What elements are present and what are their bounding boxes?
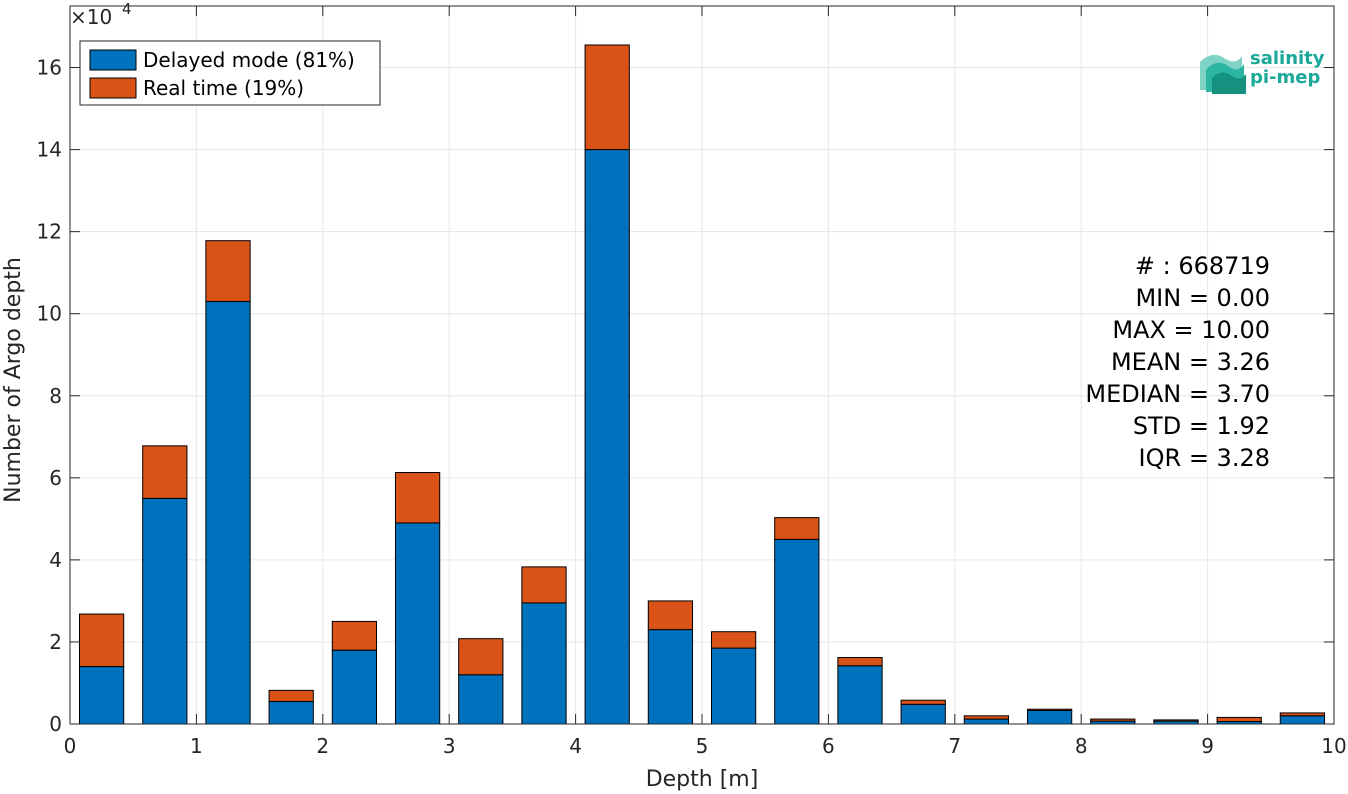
bar-real-time xyxy=(78,613,125,668)
y-exponent-base: ×10 xyxy=(70,5,112,29)
y-tick-label: 14 xyxy=(37,138,62,162)
stats-box: # : 668719 MIN = 0.00 MAX = 10.00 MEAN =… xyxy=(1085,252,1270,472)
y-axis-label: Number of Argo depth xyxy=(1,257,26,503)
x-tick-label: 8 xyxy=(1075,734,1088,758)
bar-real-time xyxy=(710,631,757,649)
stat-std: STD = 1.92 xyxy=(1133,412,1270,440)
x-tick-label: 6 xyxy=(822,734,835,758)
bar-delayed-mode xyxy=(394,522,441,725)
legend-label-realtime: Real time (19%) xyxy=(143,76,304,100)
x-tick-label: 5 xyxy=(696,734,709,758)
y-tick-label: 12 xyxy=(37,220,62,244)
salinity-pimep-logo: salinity pi-mep xyxy=(1200,48,1325,94)
bar-real-time xyxy=(394,471,441,524)
stat-min: MIN = 0.00 xyxy=(1135,284,1270,312)
y-tick-label: 2 xyxy=(49,630,62,654)
bar-real-time xyxy=(521,566,567,604)
stat-max: MAX = 10.00 xyxy=(1112,316,1270,344)
bar-real-time xyxy=(1090,718,1136,722)
bar-real-time xyxy=(774,517,820,540)
x-tick-label: 10 xyxy=(1321,734,1346,758)
x-axis-label: Depth [m] xyxy=(646,767,759,792)
bar-delayed-mode xyxy=(142,497,188,725)
stat-median: MEDIAN = 3.70 xyxy=(1085,380,1270,408)
y-ticks: 0 2 4 6 8 10 12 14 16 xyxy=(37,56,1334,736)
logo-text-pimep: pi-mep xyxy=(1250,67,1320,88)
y-tick-label: 0 xyxy=(49,712,62,736)
legend-swatch-realtime xyxy=(89,77,137,99)
bar-delayed-mode xyxy=(1026,709,1073,725)
bar-delayed-mode xyxy=(963,718,1010,725)
x-tick-label: 9 xyxy=(1201,734,1214,758)
logo-text-salinity: salinity xyxy=(1250,48,1325,69)
bar-delayed-mode xyxy=(521,602,567,725)
bar-real-time xyxy=(963,715,1010,720)
bar-real-time xyxy=(205,240,251,302)
bars xyxy=(78,44,1326,725)
bar-delayed-mode xyxy=(268,700,314,725)
legend-swatch-delayed xyxy=(89,49,137,71)
y-tick-label: 16 xyxy=(37,56,62,80)
stat-mean: MEAN = 3.26 xyxy=(1111,348,1270,376)
stat-iqr: IQR = 3.28 xyxy=(1139,444,1270,472)
x-tick-label: 4 xyxy=(569,734,582,758)
bar-real-time xyxy=(458,638,504,676)
bar-delayed-mode xyxy=(584,149,630,725)
bar-real-time xyxy=(1216,716,1262,723)
legend: Delayed mode (81%) Real time (19%) xyxy=(79,40,381,106)
bar-real-time xyxy=(647,600,694,631)
y-tick-label: 6 xyxy=(49,466,62,490)
bar-real-time xyxy=(1026,708,1073,711)
x-ticks: 0 1 2 3 4 5 6 7 8 9 10 xyxy=(64,6,1347,758)
bar-delayed-mode xyxy=(837,665,883,725)
y-tick-label: 4 xyxy=(49,548,62,572)
x-tick-label: 1 xyxy=(190,734,203,758)
x-tick-label: 7 xyxy=(948,734,961,758)
bar-delayed-mode xyxy=(710,647,757,725)
x-tick-label: 3 xyxy=(443,734,456,758)
bar-delayed-mode xyxy=(331,649,378,725)
bar-real-time xyxy=(584,44,630,151)
bar-delayed-mode xyxy=(900,703,946,725)
bar-delayed-mode xyxy=(205,300,251,725)
logo-wave-icon xyxy=(1200,54,1246,94)
bar-real-time xyxy=(1153,719,1199,722)
bar-delayed-mode xyxy=(647,629,694,725)
bar-real-time xyxy=(900,699,946,705)
bar-real-time xyxy=(837,657,883,667)
bar-real-time xyxy=(142,445,188,499)
y-tick-label: 8 xyxy=(49,384,62,408)
bar-real-time xyxy=(331,620,378,651)
bar-delayed-mode xyxy=(1279,715,1326,725)
bar-delayed-mode xyxy=(78,666,125,725)
legend-label-delayed: Delayed mode (81%) xyxy=(143,48,355,72)
bar-delayed-mode xyxy=(774,538,820,725)
x-tick-label: 0 xyxy=(64,734,77,758)
stat-count: # : 668719 xyxy=(1135,252,1270,280)
y-tick-label: 10 xyxy=(37,302,62,326)
x-tick-label: 2 xyxy=(316,734,329,758)
bar-real-time xyxy=(268,689,314,702)
y-exponent-power: 4 xyxy=(122,0,132,18)
bar-delayed-mode xyxy=(458,674,504,725)
bar-real-time xyxy=(1279,712,1326,717)
